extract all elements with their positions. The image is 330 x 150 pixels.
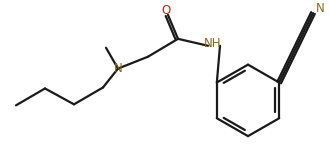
Text: O: O	[161, 4, 171, 16]
Text: N: N	[315, 2, 324, 15]
Text: N: N	[114, 62, 122, 75]
Text: NH: NH	[204, 37, 222, 50]
